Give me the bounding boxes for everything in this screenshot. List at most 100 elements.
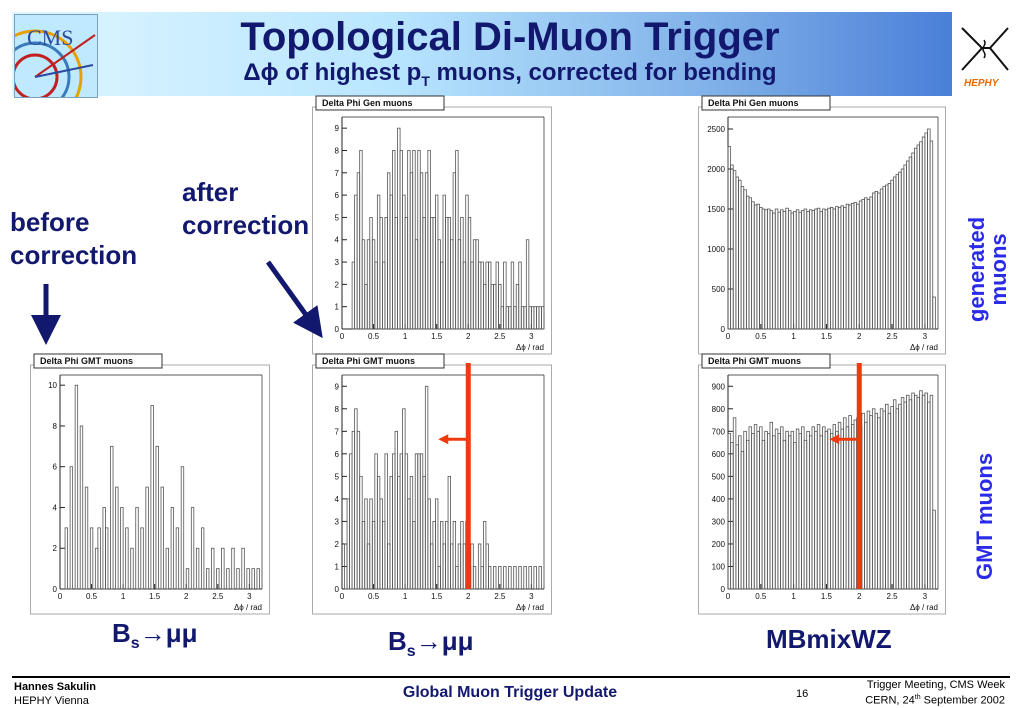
y-tick-label: 900 [712,382,726,391]
histogram-bin [488,566,492,590]
x-axis-label: Δϕ / rad [516,603,544,612]
histogram-bin [226,568,230,590]
y-tick-label: 8 [335,146,340,155]
x-tick-label: 2 [857,592,862,601]
y-tick-label: 4 [335,236,340,245]
histogram-bin [120,507,124,590]
x-tick-label: 0 [58,592,63,601]
y-tick-label: 200 [712,540,726,549]
y-tick-label: 0 [335,585,340,594]
x-tick-label: 0 [726,332,731,341]
y-tick-label: 400 [712,495,726,504]
histogram-bin [89,527,94,590]
histogram-bin [221,547,225,590]
x-tick-label: 1 [121,592,126,601]
y-tick-label: 0 [53,585,58,594]
histogram-bin [140,527,144,590]
y-tick-label: 8 [53,422,58,431]
cut-arrow-head [829,434,840,445]
footer-institute: HEPHY Vienna [14,695,89,707]
histogram-bin [130,547,134,590]
caption-mbmixwz: MBmixWZ [766,624,892,654]
x-tick-label: 1.5 [821,332,833,341]
x-tick-label: 1 [403,332,408,341]
row-label-generated: generated muons [964,217,1011,322]
histogram-bin [384,453,388,590]
histogram-bin [424,385,429,590]
histogram-bin [69,466,74,590]
row-label-gmt: GMT muons [972,452,997,580]
histogram-bin [105,527,109,590]
row-label-generated-line-2: muons [986,233,1011,306]
y-tick-label: 1500 [707,205,725,214]
y-tick-label: 2000 [707,165,725,174]
histogram-bins [727,390,936,590]
caption-bs-left-main: B [112,618,131,648]
y-tick-label: 5 [335,213,340,222]
caption-bs-mid-rest: →μμ [415,626,474,656]
histogram-bin [180,466,185,590]
histogram-bin [211,547,215,590]
histogram-bin [435,498,439,590]
x-tick-label: 0.5 [368,332,380,341]
histogram-bin [447,475,451,590]
histogram-bin [175,527,180,590]
y-tick-label: 500 [712,472,726,481]
chart-title: Delta Phi Gen muons [322,98,413,108]
histogram-bin [538,566,542,590]
histogram-bin [256,568,260,590]
cut-arrow-head [438,434,449,445]
chart-title: Delta Phi GMT muons [708,356,801,366]
x-tick-label: 1.5 [149,592,161,601]
histogram-bin [472,566,477,590]
y-tick-label: 1 [335,303,340,312]
y-tick-label: 100 [712,562,726,571]
before-line-1: before [10,207,90,237]
y-tick-label: 800 [712,405,726,414]
x-tick-label: 2 [857,332,862,341]
chart-title-box [701,353,831,369]
after-arrow [265,260,323,339]
y-tick-label: 6 [53,463,58,472]
caption-bs-left: Bs→μμ [112,618,198,653]
x-axis-label: Δϕ / rad [234,603,262,612]
histogram-bin [525,239,530,330]
footer-page-number: 16 [796,688,809,700]
histogram-bin [932,509,936,590]
y-tick-label: 5 [335,472,340,481]
caption-bs-mid: Bs→μμ [388,626,474,661]
histogram-bin [508,566,512,590]
subtitle-prefix: Δϕ of highest p [243,59,422,86]
x-tick-label: 2.5 [494,332,506,341]
histogram-bin [165,547,169,590]
chart-title: Delta Phi GMT muons [322,356,415,366]
y-tick-label: 7 [335,169,340,178]
histogram-bins [351,127,545,330]
y-tick-label: 2 [53,544,58,553]
after-line-2: correction [182,210,310,240]
chart-title-box [315,353,445,369]
y-tick-label: 500 [712,285,726,294]
footer-meeting: Trigger Meeting, CMS Week [866,679,1005,691]
x-tick-label: 1 [791,592,796,601]
caption-bs-mid-main: B [388,626,407,656]
y-tick-label: 2 [335,280,340,289]
x-tick-label: 1 [403,592,408,601]
histogram-bin [503,566,507,590]
histogram-bin [528,566,532,590]
y-tick-label: 7 [335,427,340,436]
histogram-bin [236,568,240,590]
histogram-bin [503,261,507,330]
histogram-bins [344,385,542,590]
histogram-bin [79,425,84,590]
x-tick-label: 3 [247,592,252,601]
x-tick-label: 3 [529,592,534,601]
chart-title: Delta Phi GMT muons [40,356,133,366]
svg-text:CMS: CMS [27,25,73,50]
after-correction-label: after correction [182,176,309,242]
x-tick-label: 0 [726,592,731,601]
caption-bs-left-rest: →μμ [139,618,198,648]
x-tick-label: 1.5 [431,332,443,341]
subtitle-suffix: muons, corrected for bending [429,59,777,86]
